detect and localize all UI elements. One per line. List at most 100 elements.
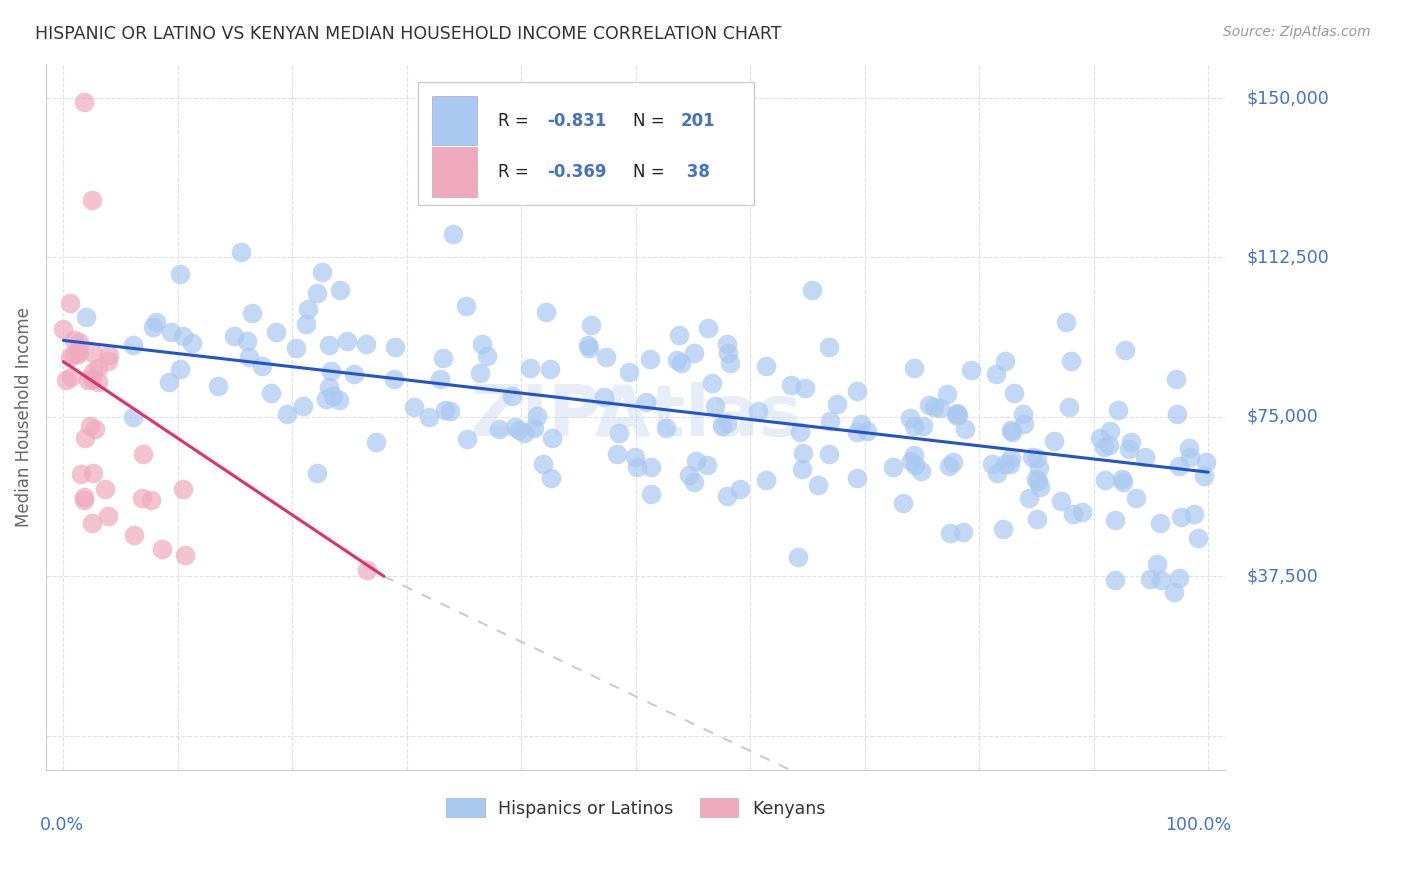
Point <box>418 409 440 424</box>
Point <box>1011 407 1033 421</box>
Point <box>122 410 145 425</box>
Point <box>1180 450 1202 464</box>
Point <box>900 411 922 425</box>
Point <box>73 95 96 110</box>
Point <box>718 356 741 370</box>
Point <box>1125 491 1147 506</box>
Point <box>960 363 983 377</box>
Point <box>904 458 927 472</box>
Point <box>80 193 103 207</box>
Point <box>1043 434 1066 449</box>
Point <box>794 381 817 395</box>
Point <box>60 370 83 384</box>
Point <box>636 395 658 409</box>
Point <box>994 354 1017 368</box>
Point <box>910 464 932 478</box>
Point <box>945 409 967 423</box>
Point <box>700 376 723 390</box>
Point <box>240 306 263 320</box>
Point <box>942 455 965 469</box>
Point <box>1000 457 1022 471</box>
Point <box>55 373 77 387</box>
Point <box>578 341 600 355</box>
Point <box>1002 385 1025 400</box>
Point <box>77 373 100 387</box>
Point <box>1150 573 1173 587</box>
Point <box>73 431 96 445</box>
Point <box>953 422 976 436</box>
Point <box>1166 407 1188 421</box>
Point <box>730 483 752 497</box>
Point <box>922 401 945 415</box>
Point <box>75 310 97 325</box>
Point <box>986 466 1008 480</box>
Point <box>929 401 952 415</box>
Point <box>297 301 319 316</box>
Point <box>716 489 738 503</box>
Point <box>252 359 274 374</box>
Text: 201: 201 <box>681 112 716 129</box>
Point <box>669 356 692 370</box>
Point <box>936 386 959 401</box>
Point <box>66 347 89 361</box>
Point <box>891 496 914 510</box>
Point <box>1182 507 1205 521</box>
Point <box>67 344 90 359</box>
Point <box>678 468 700 483</box>
Point <box>994 457 1017 471</box>
Point <box>655 421 678 435</box>
Legend: Hispanics or Latinos, Kenyans: Hispanics or Latinos, Kenyans <box>440 791 832 824</box>
Point <box>322 389 344 403</box>
Point <box>900 454 922 468</box>
Point <box>849 417 872 431</box>
Point <box>787 550 810 565</box>
Point <box>903 361 925 376</box>
Point <box>294 317 316 331</box>
Point <box>526 409 548 423</box>
Point <box>717 345 740 359</box>
Point <box>523 421 546 435</box>
Point <box>638 352 661 367</box>
Point <box>903 418 925 433</box>
Point <box>991 522 1014 536</box>
Point <box>82 365 104 379</box>
Point <box>1000 423 1022 437</box>
Point <box>429 372 451 386</box>
Text: N =: N = <box>634 163 671 181</box>
Point <box>1029 480 1052 494</box>
Point <box>1026 475 1049 489</box>
Point <box>946 408 969 422</box>
Point <box>800 284 823 298</box>
Point <box>86 360 108 375</box>
Point <box>207 379 229 393</box>
Point <box>83 422 105 436</box>
Point <box>97 354 120 368</box>
Point <box>1146 558 1168 572</box>
Point <box>1149 516 1171 530</box>
Point <box>98 347 121 361</box>
Point <box>87 375 110 389</box>
Point <box>1014 417 1036 431</box>
Point <box>131 491 153 505</box>
Point <box>1021 450 1043 464</box>
Point <box>1104 513 1126 527</box>
Point <box>1057 401 1080 415</box>
Point <box>1104 573 1126 587</box>
FancyBboxPatch shape <box>432 95 477 145</box>
Point <box>683 345 706 359</box>
Point <box>576 337 599 351</box>
Point <box>1139 572 1161 586</box>
Point <box>1062 508 1084 522</box>
Text: $112,500: $112,500 <box>1247 249 1329 267</box>
Point <box>336 334 359 349</box>
Point <box>441 227 464 241</box>
Point <box>364 434 387 449</box>
Point <box>73 490 96 504</box>
Point <box>818 414 841 428</box>
Point <box>1094 473 1116 487</box>
Text: $37,500: $37,500 <box>1247 567 1319 585</box>
Point <box>73 493 96 508</box>
Point <box>80 372 103 386</box>
Point <box>1195 455 1218 469</box>
Point <box>1164 372 1187 386</box>
